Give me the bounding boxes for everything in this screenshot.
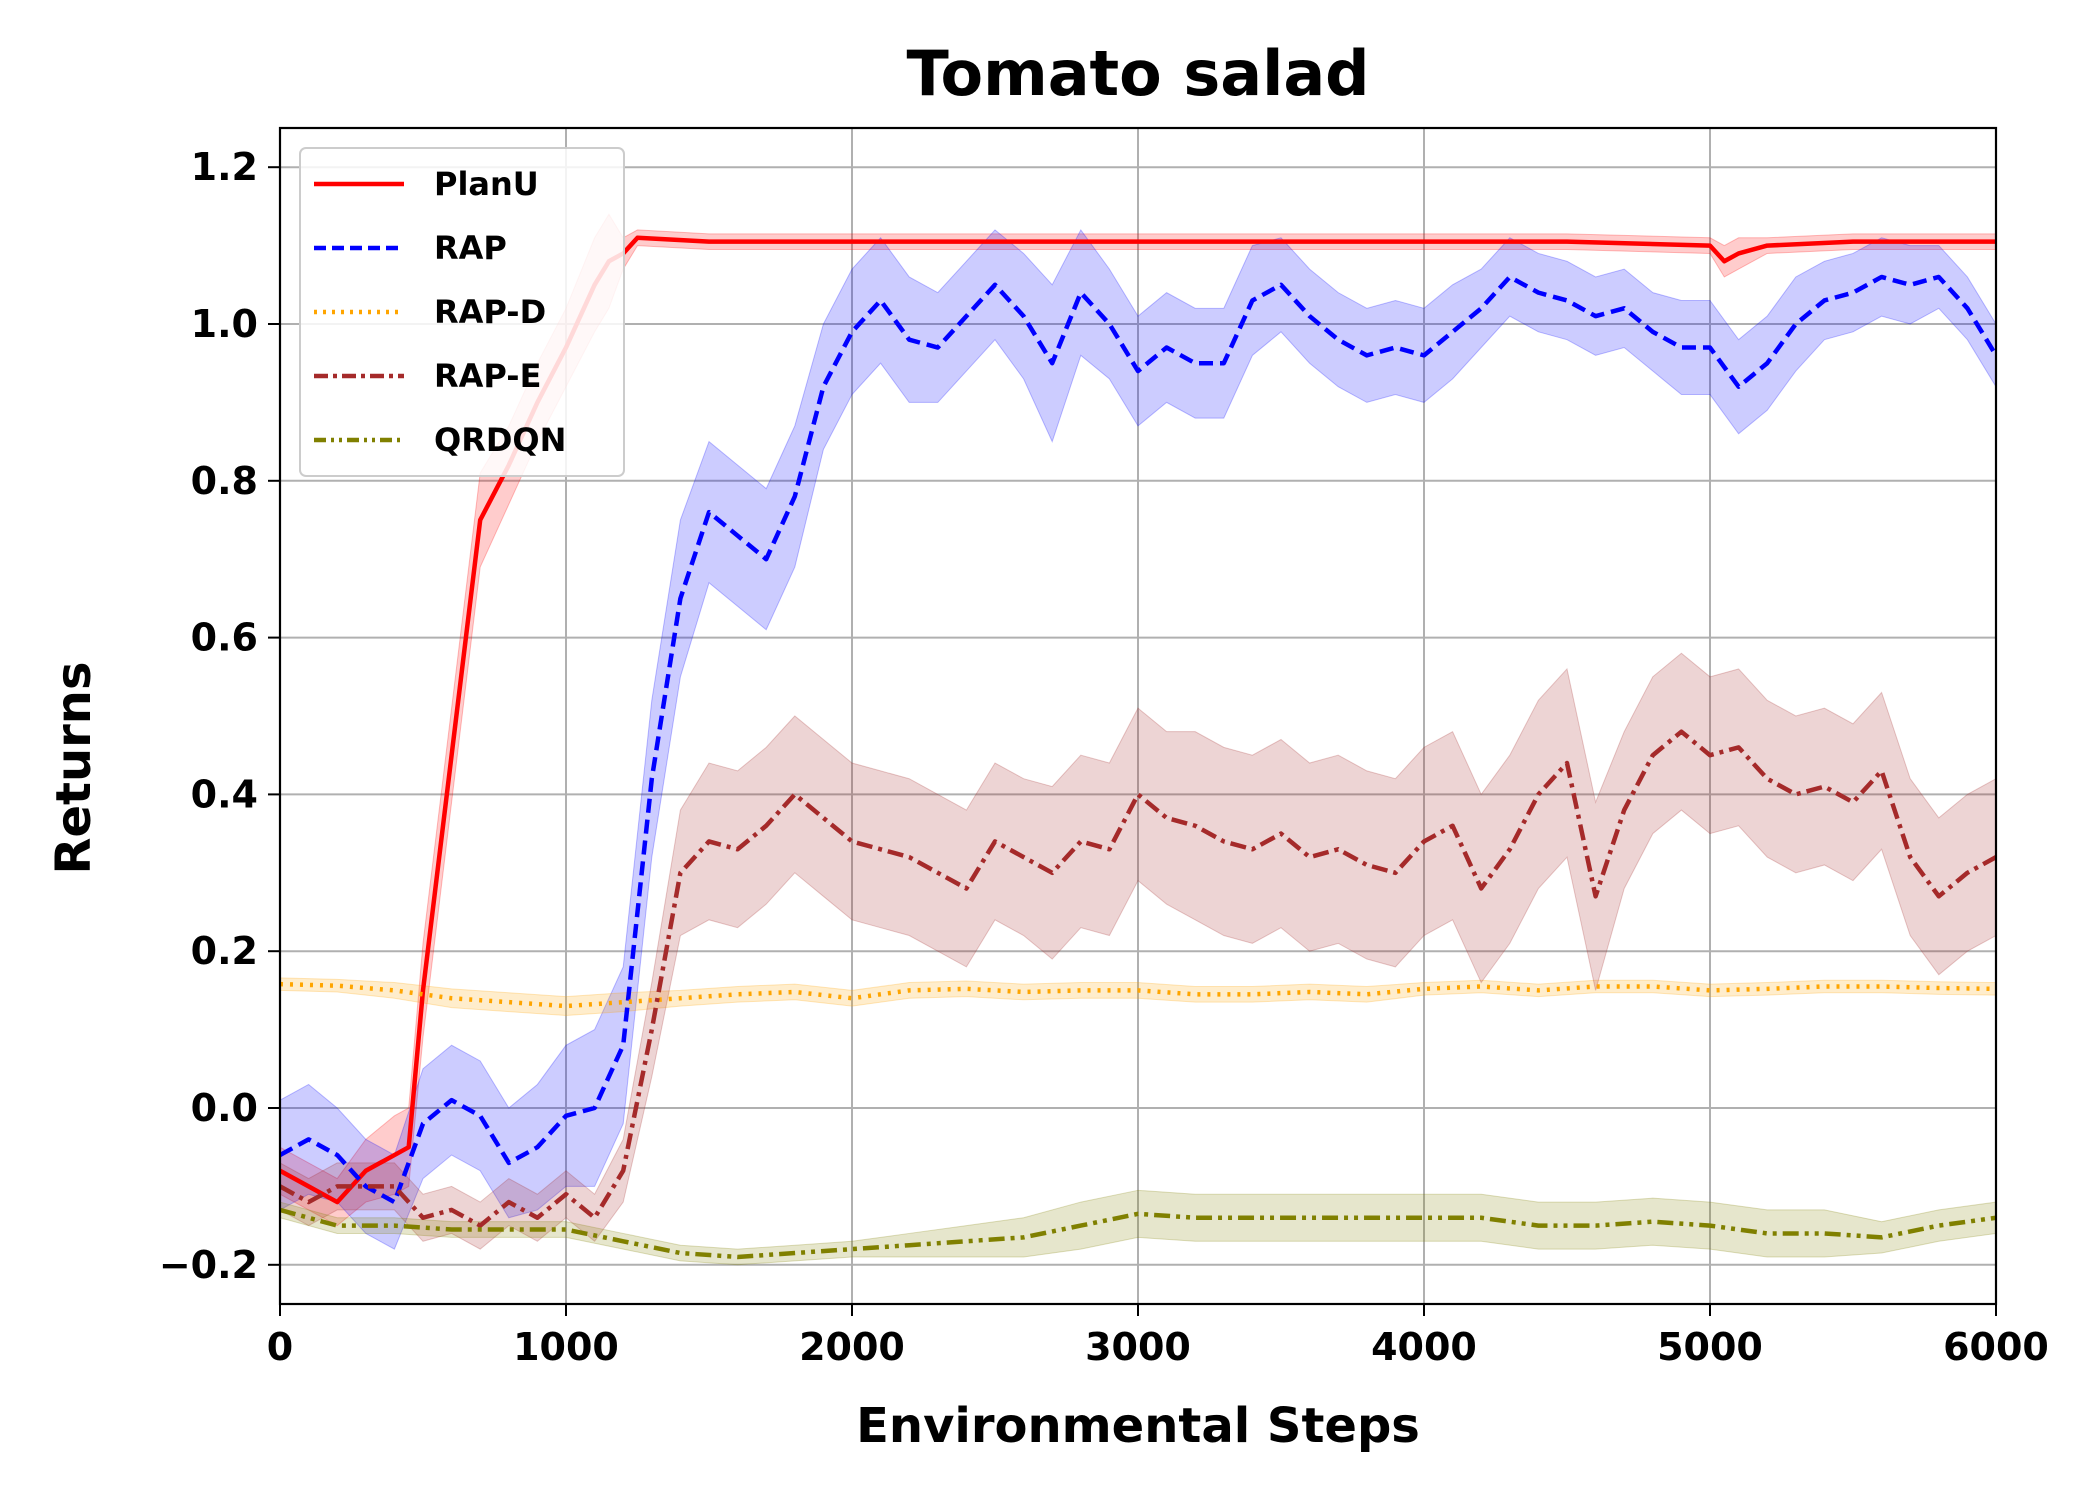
- legend: PlanU RAP RAP-D RAP-E QRDQN: [299, 147, 625, 477]
- y-tick-label: 0.8: [191, 459, 258, 503]
- y-tick-label: 0.6: [191, 616, 258, 660]
- legend-label-rap-d: RAP-D: [434, 293, 546, 331]
- y-tick-label: 0.0: [191, 1086, 258, 1130]
- x-tick-label: 0: [267, 1325, 293, 1369]
- y-tick-label: 1.0: [191, 302, 258, 346]
- x-axis-label: Environmental Steps: [856, 1398, 1420, 1454]
- legend-box: [299, 147, 625, 477]
- series-line-rap-e: [278, 729, 1998, 1228]
- legend-label-rap-e: RAP-E: [434, 357, 541, 395]
- y-axis-label: Returns: [46, 661, 102, 874]
- x-tick-label: 4000: [1371, 1325, 1477, 1369]
- x-tick-label: 2000: [799, 1325, 905, 1369]
- x-tick-label: 1000: [513, 1325, 619, 1369]
- y-tick-label: 1.2: [191, 145, 258, 189]
- y-tick-label: −0.2: [159, 1243, 258, 1287]
- legend-label-planu: PlanU: [434, 165, 539, 203]
- series-line-rap: [278, 274, 1998, 1205]
- confidence-bands: [279, 213, 1997, 1266]
- series-line-rap-d: [279, 981, 1997, 1009]
- axis-ticks: 0 1000 2000 3000 4000 5000 6000 −0.2 0.0 0.2 0.4 0.…: [159, 145, 2049, 1369]
- y-tick-label: 0.4: [191, 772, 258, 816]
- y-tick-label: 0.2: [191, 929, 258, 973]
- series-line-qrdqn: [279, 1207, 1997, 1260]
- x-tick-label: 6000: [1943, 1325, 2049, 1369]
- x-tick-label: 5000: [1657, 1325, 1763, 1369]
- chart-title: Tomato salad: [906, 37, 1369, 110]
- legend-label-rap: RAP: [434, 229, 507, 267]
- x-tick-label: 3000: [1085, 1325, 1191, 1369]
- legend-label-qrdqn: QRDQN: [434, 421, 566, 459]
- grid-lines: [279, 128, 1997, 1304]
